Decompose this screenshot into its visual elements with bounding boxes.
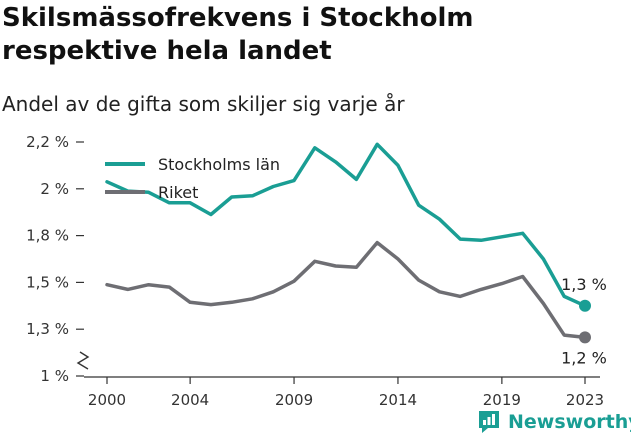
- y-tick-label: 1 %: [40, 367, 69, 385]
- x-tick-label: 2004: [171, 391, 209, 409]
- series-end-label: 1,2 %: [561, 348, 607, 367]
- x-tick-label: 2014: [379, 391, 417, 409]
- y-tick-label: 1,5 %: [26, 273, 69, 291]
- series-line: [105, 142, 587, 308]
- series-end-label: 1,3 %: [561, 275, 607, 294]
- series-end-point: [579, 299, 591, 312]
- chart-subtitle: Andel av de gifta som skiljer sig varje …: [2, 92, 405, 116]
- legend-label: Riket: [158, 183, 198, 202]
- newsworthy-logo-icon: [479, 411, 499, 433]
- axis-break-icon: [76, 351, 90, 370]
- series-line: [105, 240, 587, 340]
- x-tick-label: 2000: [88, 391, 126, 409]
- chart-title: Skilsmässofrekvens i Stockholm respektiv…: [2, 3, 474, 66]
- brand-name: Newsworthy: [508, 411, 631, 433]
- legend-label: Stockholms län: [158, 155, 280, 174]
- x-tick-label: 2019: [483, 391, 521, 409]
- y-tick-label: 2,2 %: [26, 133, 69, 151]
- series-end-point: [579, 331, 591, 344]
- brand-logo: Newsworthy: [476, 408, 631, 436]
- x-tick-label: 2009: [275, 391, 313, 409]
- y-tick-label: 2 %: [40, 180, 69, 198]
- x-tick-label: 2023: [566, 391, 604, 409]
- y-tick-label: 1,3 %: [26, 320, 69, 338]
- y-tick-label: 1,8 %: [26, 227, 69, 245]
